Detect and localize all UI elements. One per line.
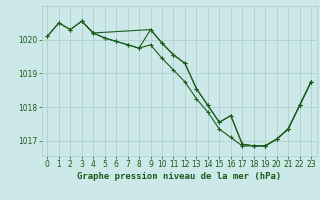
X-axis label: Graphe pression niveau de la mer (hPa): Graphe pression niveau de la mer (hPa): [77, 172, 281, 181]
